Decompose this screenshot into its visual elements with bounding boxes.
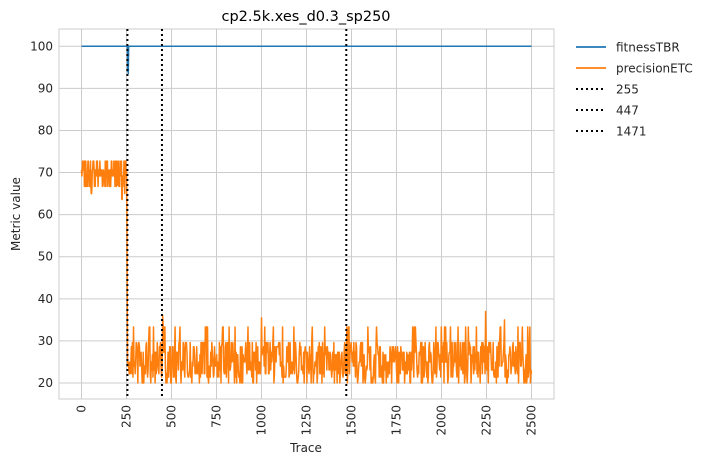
x-tick-label: 0 (75, 405, 89, 413)
y-tick-label: 60 (38, 208, 53, 222)
legend-label-precisionETC: precisionETC (616, 62, 693, 76)
x-tick-label: 750 (210, 405, 224, 428)
y-axis-label: Metric value (9, 177, 23, 251)
x-axis-label: Trace (289, 441, 322, 455)
ticks: 0 250 500 750 1000 1250 1500 1750 2000 2250 2500 20… (30, 39, 538, 435)
x-tick-label: 500 (165, 405, 179, 428)
legend-label-447: 447 (616, 104, 639, 118)
x-tick-label: 2500 (525, 405, 539, 436)
y-tick-label: 90 (38, 81, 53, 95)
y-tick-label: 20 (38, 376, 53, 390)
y-tick-label: 30 (38, 334, 53, 348)
x-tick-label: 2250 (480, 405, 494, 436)
x-tick-label: 1250 (300, 405, 314, 436)
x-tick-label: 2000 (435, 405, 449, 436)
y-tick-label: 50 (38, 250, 53, 264)
legend-label-1471: 1471 (616, 125, 647, 139)
legend-label-255: 255 (616, 83, 639, 97)
series-line-precisionETC (80, 160, 533, 384)
x-tick-label: 1750 (390, 405, 404, 436)
y-tick-label: 100 (30, 39, 53, 53)
x-tick-label: 250 (120, 405, 134, 428)
chart-title: cp2.5k.xes_d0.3_sp250 (221, 9, 390, 25)
x-tick-label: 1500 (345, 405, 359, 436)
y-tick-label: 40 (38, 292, 53, 306)
grid (59, 29, 554, 399)
legend-label-fitnessTBR: fitnessTBR (616, 41, 680, 55)
y-tick-label: 80 (38, 123, 53, 137)
legend: fitnessTBR precisionETC 255 447 1471 (576, 41, 693, 139)
x-tick-label: 1000 (255, 405, 269, 436)
vertical-lines (126, 29, 348, 399)
y-tick-label: 70 (38, 166, 53, 180)
